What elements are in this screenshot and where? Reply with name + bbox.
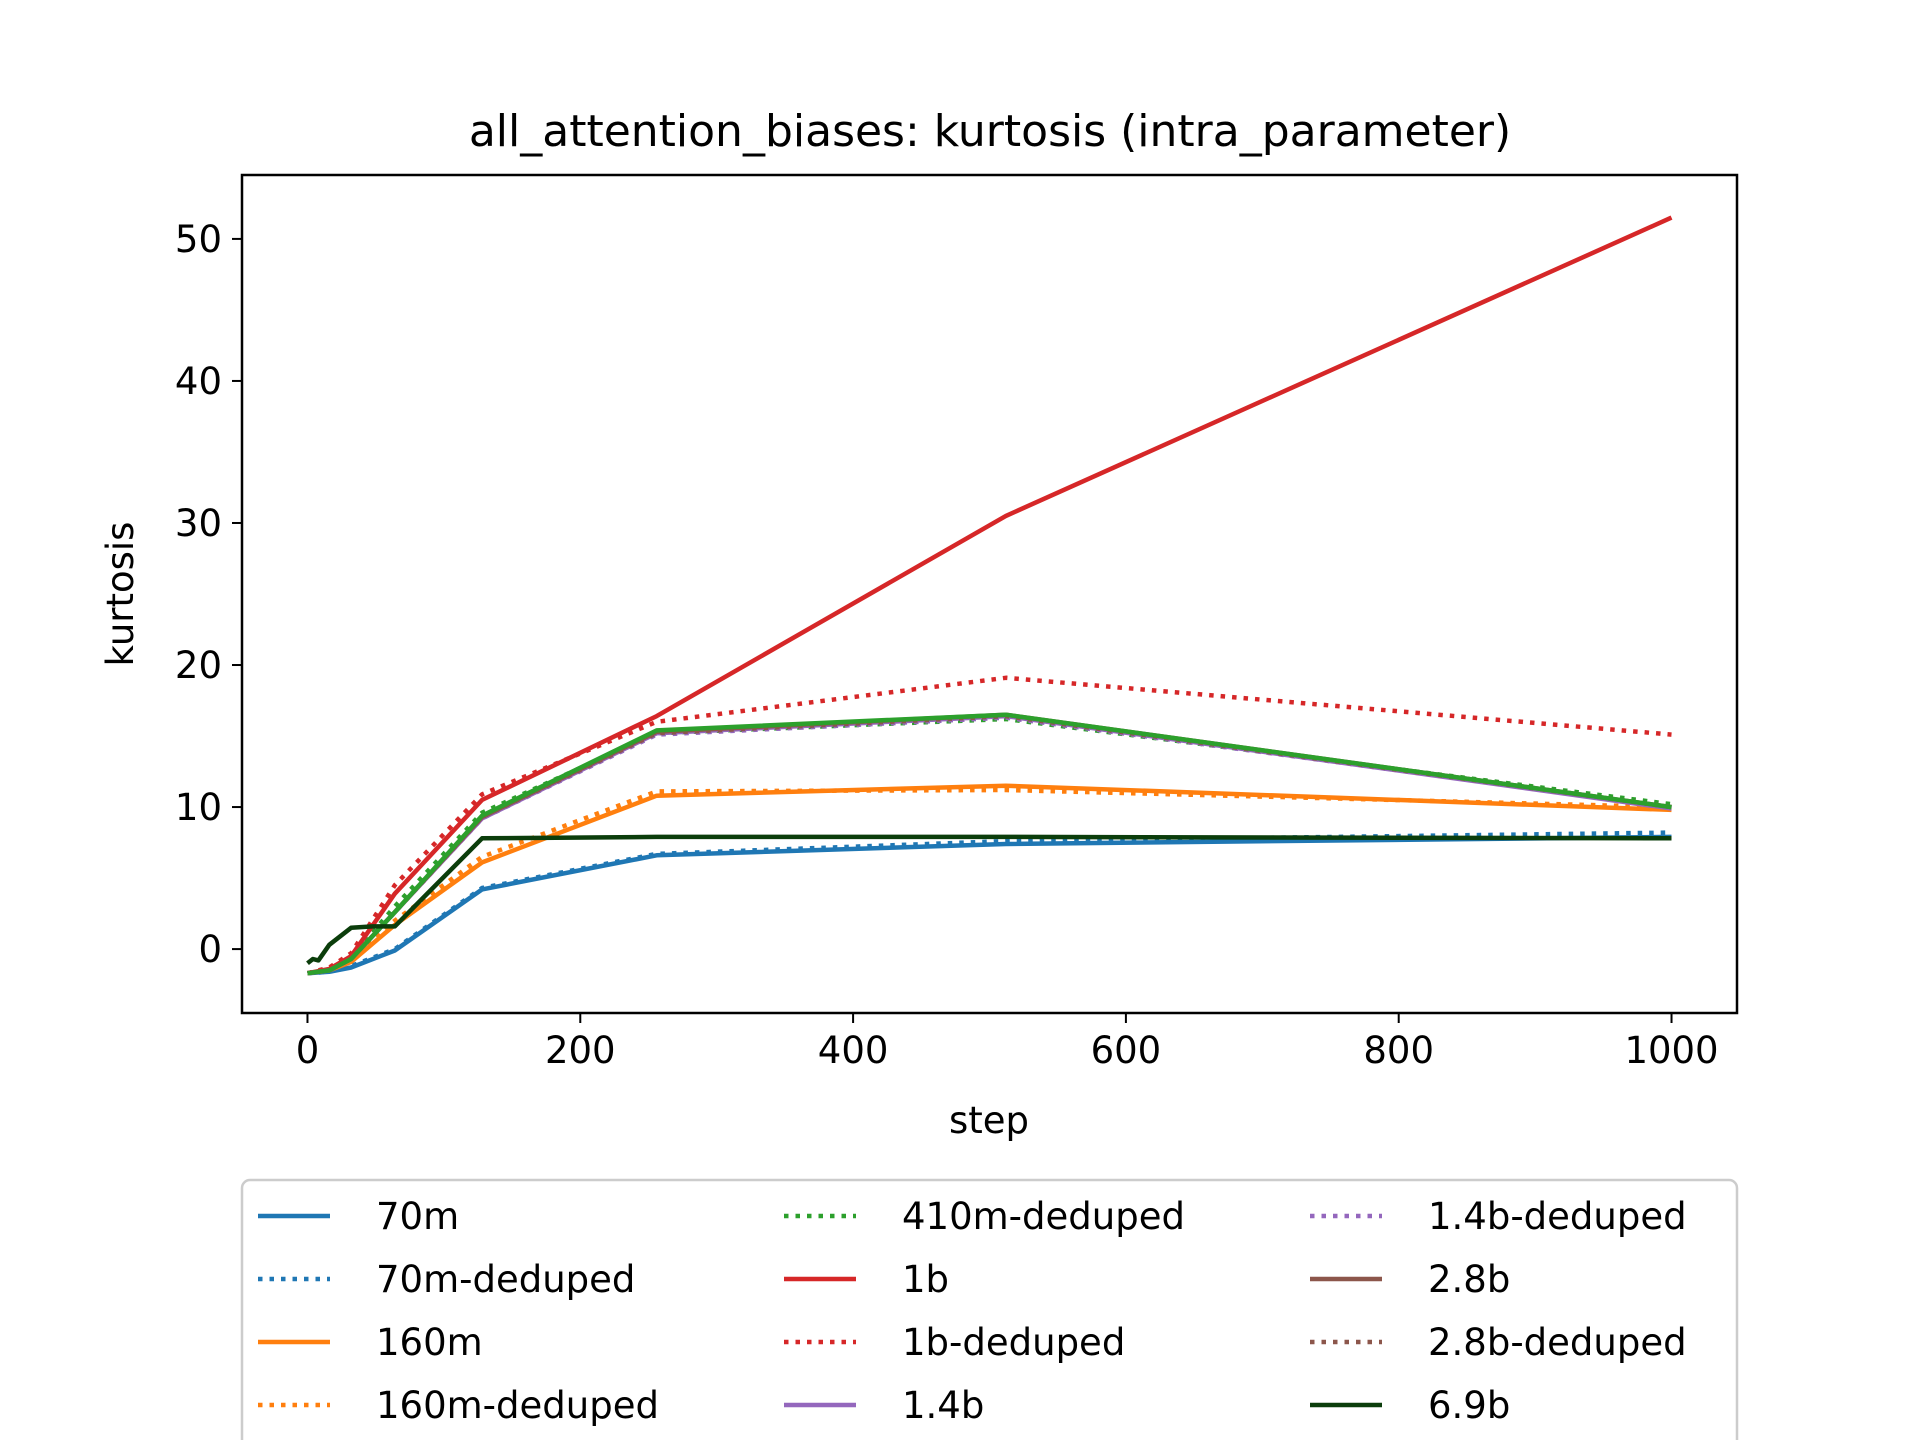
legend-label: 410m-deduped xyxy=(902,1195,1185,1238)
y-axis-label: kurtosis xyxy=(99,522,142,667)
series-line-70m-deduped xyxy=(307,830,1672,976)
y-tick-label: 50 xyxy=(175,218,222,261)
y-tick-label: 30 xyxy=(175,502,222,545)
legend-label: 70m xyxy=(376,1195,459,1238)
x-tick-label: 400 xyxy=(818,1029,889,1072)
legend-label: 1b xyxy=(902,1258,949,1301)
legend: 70m 70m-deduped 160m 160m-deduped 410m-dedup… xyxy=(240,1178,1739,1440)
y-tick-label: 20 xyxy=(175,644,222,687)
y-tick-label: 0 xyxy=(198,928,222,971)
series-line-1b xyxy=(307,215,1673,976)
legend-label: 70m-deduped xyxy=(376,1258,635,1301)
series-line-410m xyxy=(307,712,1672,976)
x-axis: 0 200 400 600 800 1000 xyxy=(296,1013,1719,1072)
x-tick-label: 1000 xyxy=(1624,1029,1718,1072)
series-line-1b-deduped xyxy=(306,675,1672,976)
legend-box xyxy=(240,1178,1739,1440)
legend-label: 1.4b-deduped xyxy=(1428,1195,1687,1238)
legend-label: 160m xyxy=(376,1321,483,1364)
legend-label: 2.8b-deduped xyxy=(1428,1321,1687,1364)
x-tick-label: 200 xyxy=(545,1029,616,1072)
chart-title: all_attention_biases: kurtosis (intra_pa… xyxy=(469,106,1511,157)
series-line-160m xyxy=(307,783,1672,976)
x-tick-label: 0 xyxy=(296,1029,320,1072)
plot-area xyxy=(240,173,1739,1015)
legend-label: 160m-deduped xyxy=(376,1384,659,1427)
x-tick-label: 800 xyxy=(1363,1029,1434,1072)
y-tick-label: 40 xyxy=(175,360,222,403)
legend-label: 1b-deduped xyxy=(902,1321,1125,1364)
x-axis-label: step xyxy=(949,1099,1029,1142)
series-line-70m xyxy=(307,834,1672,976)
y-tick-label: 10 xyxy=(175,786,222,829)
legend-label: 1.4b xyxy=(902,1384,984,1427)
legend-entries: 70m 70m-deduped 160m 160m-deduped 410m-dedup… xyxy=(258,1195,1687,1427)
plot-frame xyxy=(240,173,1739,1015)
series-layer xyxy=(306,215,1673,976)
series-line-6.9b xyxy=(306,834,1672,966)
x-tick-label: 600 xyxy=(1091,1029,1162,1072)
y-axis: 0 10 20 30 40 50 xyxy=(175,218,242,971)
legend-label: 6.9b xyxy=(1428,1384,1510,1427)
legend-label: 2.8b xyxy=(1428,1258,1510,1301)
